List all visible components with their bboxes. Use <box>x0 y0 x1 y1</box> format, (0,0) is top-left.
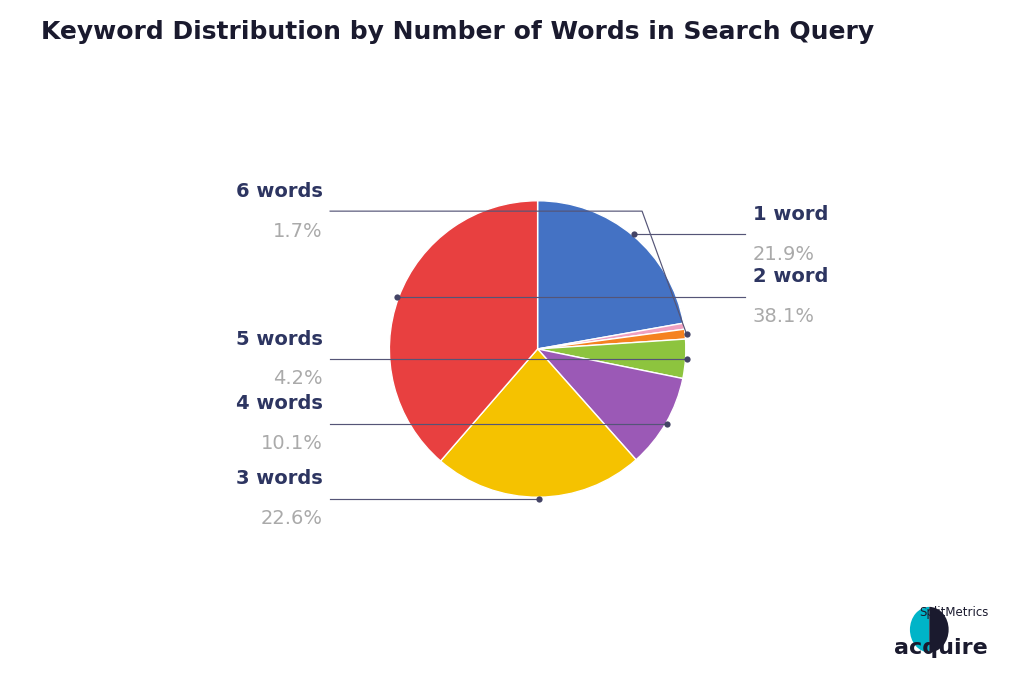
Wedge shape <box>538 323 684 349</box>
Wedge shape <box>538 339 686 378</box>
Text: 2 word: 2 word <box>753 267 827 286</box>
Text: 6 words: 6 words <box>236 181 323 201</box>
Wedge shape <box>538 201 684 349</box>
Text: 38.1%: 38.1% <box>753 307 814 326</box>
Text: 4 words: 4 words <box>236 394 323 414</box>
Wedge shape <box>930 607 948 653</box>
Wedge shape <box>538 349 683 460</box>
Text: Keyword Distribution by Number of Words in Search Query: Keyword Distribution by Number of Words … <box>41 20 874 44</box>
Wedge shape <box>389 201 538 461</box>
Text: 3 words: 3 words <box>236 469 323 488</box>
Wedge shape <box>910 607 930 653</box>
Text: 1 word: 1 word <box>753 205 827 224</box>
Wedge shape <box>538 329 685 349</box>
Text: 21.9%: 21.9% <box>753 244 814 263</box>
Text: 1.7%: 1.7% <box>273 221 323 240</box>
Text: acquire: acquire <box>894 638 988 658</box>
Wedge shape <box>440 349 636 497</box>
Text: 10.1%: 10.1% <box>261 434 323 453</box>
Text: 4.2%: 4.2% <box>273 370 323 389</box>
Text: 22.6%: 22.6% <box>261 509 323 528</box>
Text: 5 words: 5 words <box>236 330 323 349</box>
Text: SplitMetrics: SplitMetrics <box>919 607 988 619</box>
